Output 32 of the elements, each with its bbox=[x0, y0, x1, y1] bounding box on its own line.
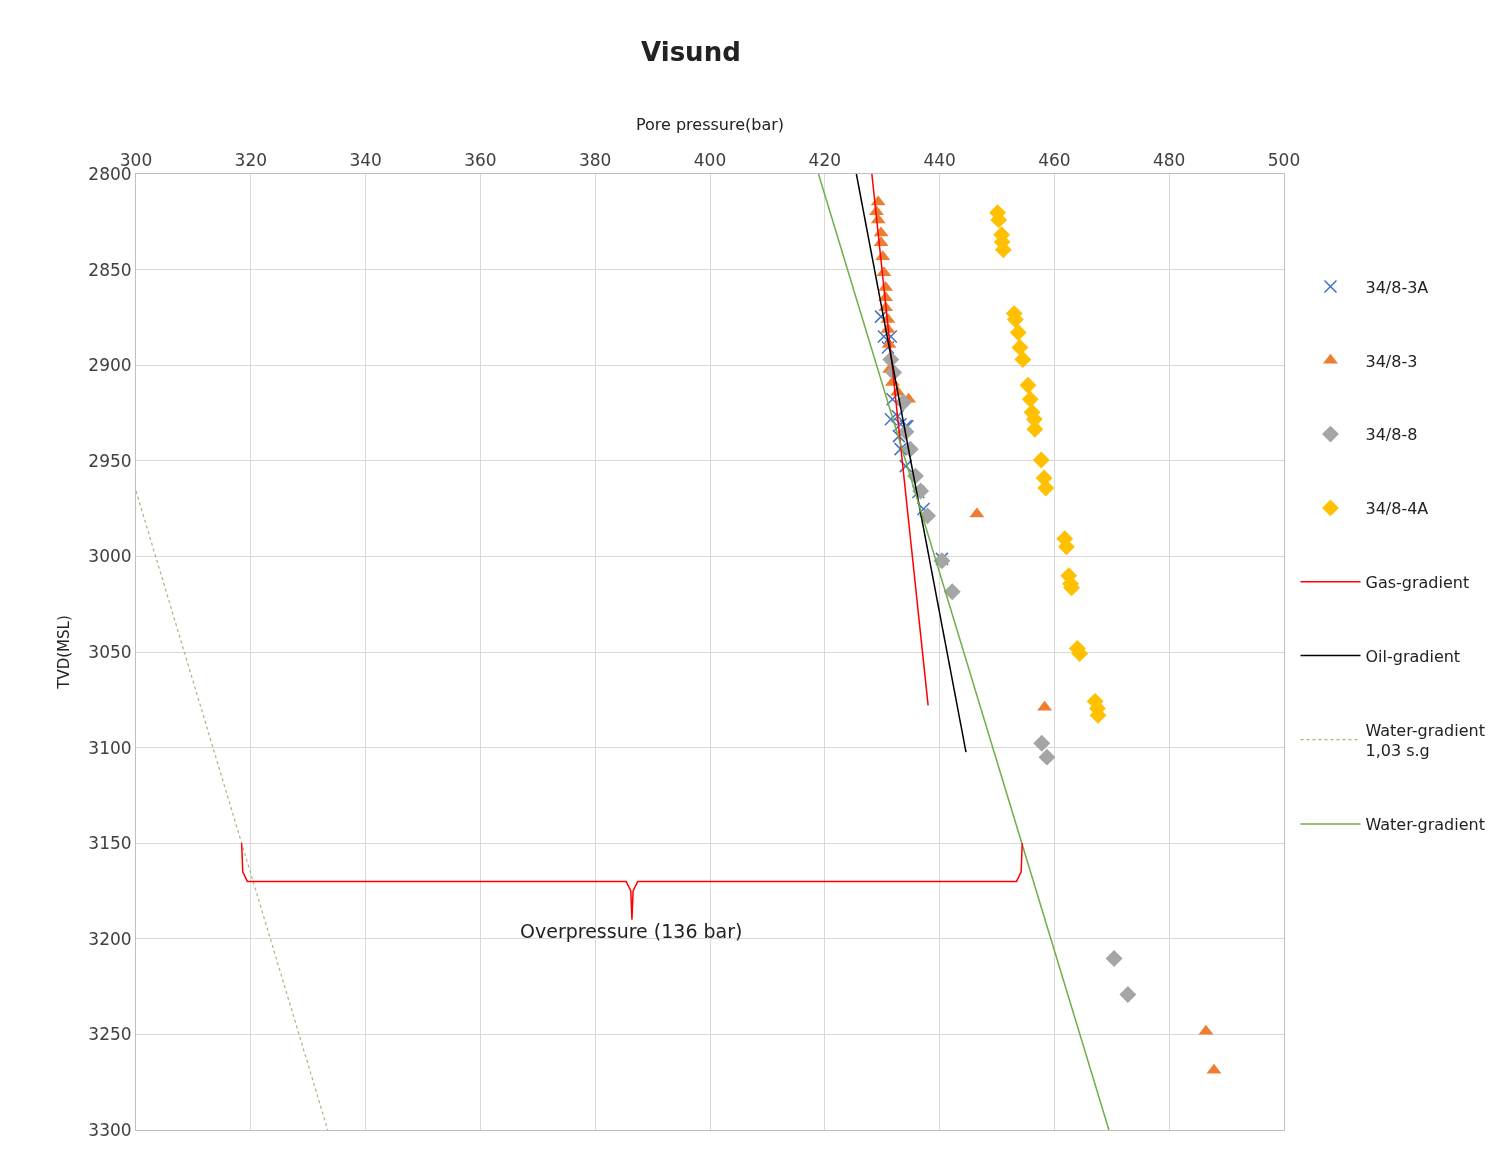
x-tick-label: 400 bbox=[693, 150, 727, 171]
annotation: Overpressure (136 bar) bbox=[520, 920, 743, 942]
y-tick-label: 2850 bbox=[88, 259, 132, 280]
y-tick-label: 2950 bbox=[88, 450, 132, 471]
y-tick-label: 2900 bbox=[88, 355, 132, 376]
legend-label: 34/8-8 bbox=[1365, 425, 1418, 445]
y-tick-label: 3150 bbox=[88, 833, 132, 854]
y-tick-label: 3250 bbox=[88, 1024, 132, 1045]
legend-label: 34/8-4A bbox=[1365, 499, 1429, 519]
y-tick-label: 3300 bbox=[88, 1119, 132, 1140]
y-tick-label: 3050 bbox=[88, 641, 132, 662]
x-tick-label: 480 bbox=[1152, 150, 1186, 171]
chart-title: Visund bbox=[641, 36, 741, 67]
legend-label: 34/8-3A bbox=[1365, 277, 1429, 297]
x-tick-label: 420 bbox=[808, 150, 842, 171]
x-tick-label: 320 bbox=[234, 150, 268, 171]
x-axis-title: Pore pressure(bar) bbox=[635, 115, 785, 135]
legend-label: Water-gradient 1,03 s.g bbox=[1365, 720, 1485, 761]
x-tick-label: 360 bbox=[464, 150, 497, 171]
x-tick-label: 500 bbox=[1267, 150, 1301, 171]
y-tick-label: 3200 bbox=[88, 928, 132, 949]
legend-label: Water-gradient bbox=[1365, 815, 1485, 835]
legend-label: 34/8-3 bbox=[1365, 351, 1418, 371]
legend-label: Gas-gradient bbox=[1365, 572, 1470, 592]
y-tick-label: 3100 bbox=[88, 737, 132, 758]
x-tick-label: 460 bbox=[1038, 150, 1071, 171]
y-axis-title: TVD(MSL) bbox=[54, 615, 73, 690]
x-tick-label: 440 bbox=[923, 150, 956, 171]
x-tick-label: 380 bbox=[578, 150, 612, 171]
y-tick-label: 3000 bbox=[88, 546, 132, 567]
x-tick-label: 340 bbox=[349, 150, 382, 171]
legend-label: Oil-gradient bbox=[1365, 646, 1461, 666]
